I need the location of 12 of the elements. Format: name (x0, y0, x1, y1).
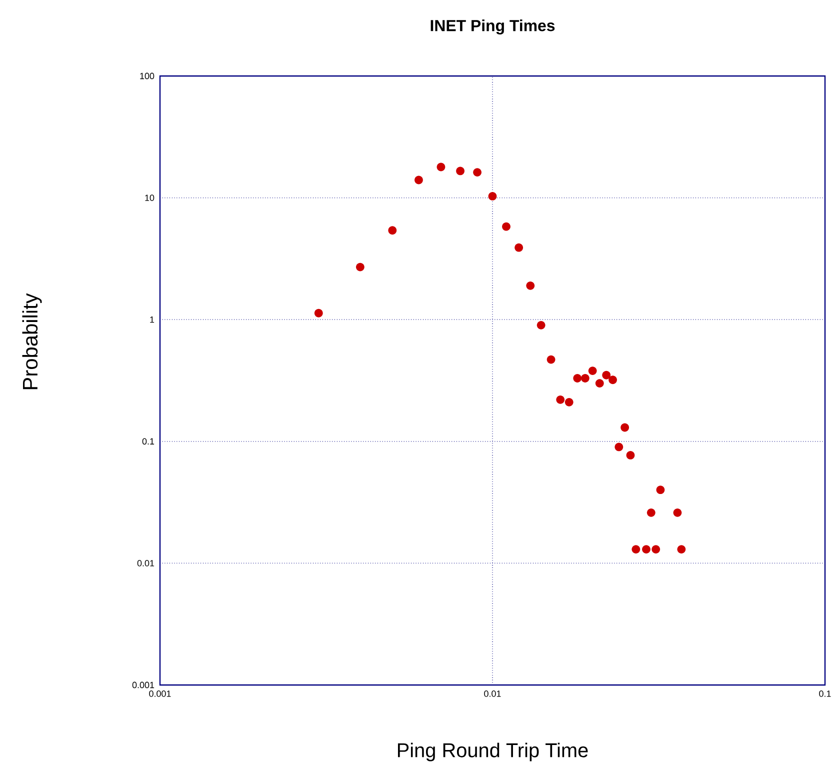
y-tick-label: 10 (145, 194, 154, 201)
y-tick-label: 0.1 (142, 438, 154, 445)
y-tick-label: 0.001 (132, 682, 154, 688)
y-tick-label: 0.01 (137, 560, 154, 566)
x-axis-title: Ping Round Trip Time (398, 742, 588, 762)
x-tick-label: 0.001 (149, 690, 171, 697)
y-tick-label: 1 (150, 316, 154, 323)
y-tick-label: 100 (140, 72, 154, 80)
x-tick-label: 0.01 (484, 690, 501, 697)
y-axis-title: Probability (22, 293, 42, 390)
x-tick-label: 0.1 (819, 690, 831, 697)
chart-title: INET Ping Times (430, 20, 555, 34)
